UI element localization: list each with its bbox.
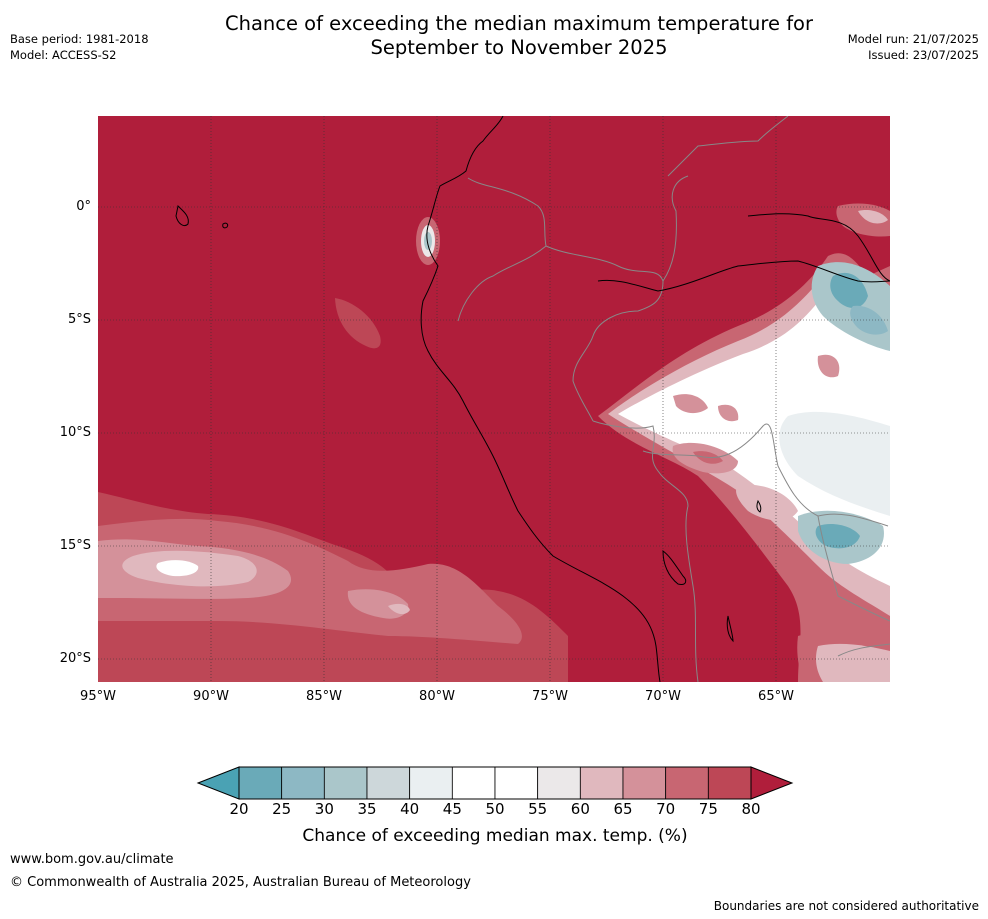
lat-label-5s: 5°S <box>67 312 91 327</box>
base-period: Base period: 1981-2018 <box>10 32 149 46</box>
colorbar-tick-label: 20 <box>229 800 249 818</box>
colorbar-tick-label: 45 <box>442 800 462 818</box>
footer-disclaimer: Boundaries are not considered authoritat… <box>713 899 979 913</box>
lat-label-10s: 10°S <box>59 425 91 440</box>
country-borders <box>457 116 890 682</box>
sw-ocean-anomaly <box>98 492 568 682</box>
map-svg <box>98 116 890 682</box>
lon-label-80w: 80°W <box>419 689 455 704</box>
colorbar-tick-label: 75 <box>698 800 718 818</box>
lon-label-95w: 95°W <box>80 689 116 704</box>
forecast-map <box>98 116 890 682</box>
lat-label-20s: 20°S <box>59 651 91 666</box>
offshore-anomaly <box>335 298 381 349</box>
colorbar-tick-label: 30 <box>314 800 334 818</box>
colorbar-bin <box>238 766 283 800</box>
colorbar-bin <box>537 766 581 800</box>
footer-url[interactable]: www.bom.gov.au/climate <box>10 852 174 867</box>
colorbar-bins <box>238 766 752 800</box>
title-line-1: Chance of exceeding the median maximum t… <box>224 12 814 35</box>
colorbar-bin <box>366 766 411 800</box>
lon-label-90w: 90°W <box>193 689 229 704</box>
colorbar-label: Chance of exceeding median max. temp. (%… <box>302 826 688 846</box>
footer-copyright: © Commonwealth of Australia 2025, Austra… <box>10 875 471 890</box>
colorbar-tick-label: 60 <box>570 800 590 818</box>
colorbar-tick-label: 70 <box>656 800 676 818</box>
colorbar-bin <box>451 766 496 800</box>
meta-right: Model run: 21/07/2025 Issued: 23/07/2025 <box>848 31 979 63</box>
lon-label-85w: 85°W <box>306 689 342 704</box>
model-name: Model: ACCESS-S2 <box>10 48 117 62</box>
colorbar-tick-label: 55 <box>528 800 548 818</box>
title-line-2: September to November 2025 <box>370 36 668 59</box>
map-title: Chance of exceeding the median maximum t… <box>150 12 888 60</box>
model-run: Model run: 21/07/2025 <box>847 32 979 46</box>
colorbar-svg <box>196 766 794 800</box>
colorbar-bin <box>409 766 453 800</box>
colorbar-frame <box>238 766 752 800</box>
lon-label-70w: 70°W <box>645 689 681 704</box>
colorbar-bin <box>707 766 752 800</box>
lat-label-15s: 15°S <box>59 538 91 553</box>
colorbar-bin <box>579 766 624 800</box>
colorbar-bin <box>622 766 667 800</box>
lon-label-75w: 75°W <box>532 689 568 704</box>
colorbar-high-extend <box>750 766 794 800</box>
lon-label-65w: 65°W <box>758 689 794 704</box>
coastlines <box>175 116 890 682</box>
meta-left: Base period: 1981-2018 Model: ACCESS-S2 <box>10 31 149 63</box>
lat-label-0: 0° <box>76 199 91 214</box>
colorbar-tick-label: 40 <box>400 800 420 818</box>
colorbar-bin <box>665 766 709 800</box>
issued-date: Issued: 23/07/2025 <box>868 48 979 62</box>
guayaquil-anomaly <box>416 217 440 265</box>
colorbar <box>195 765 795 801</box>
colorbar-tick-label: 80 <box>741 800 761 818</box>
colorbar-bin <box>494 766 539 800</box>
colorbar-tick-label: 65 <box>613 800 633 818</box>
colorbar-bin <box>323 766 368 800</box>
graticule <box>98 116 890 682</box>
colorbar-tick-label: 25 <box>272 800 292 818</box>
interior-anomaly <box>598 203 890 682</box>
colorbar-bin <box>281 766 325 800</box>
colorbar-low-extend <box>196 766 240 800</box>
colorbar-tick-label: 50 <box>485 800 505 818</box>
colorbar-tick-label: 35 <box>357 800 377 818</box>
